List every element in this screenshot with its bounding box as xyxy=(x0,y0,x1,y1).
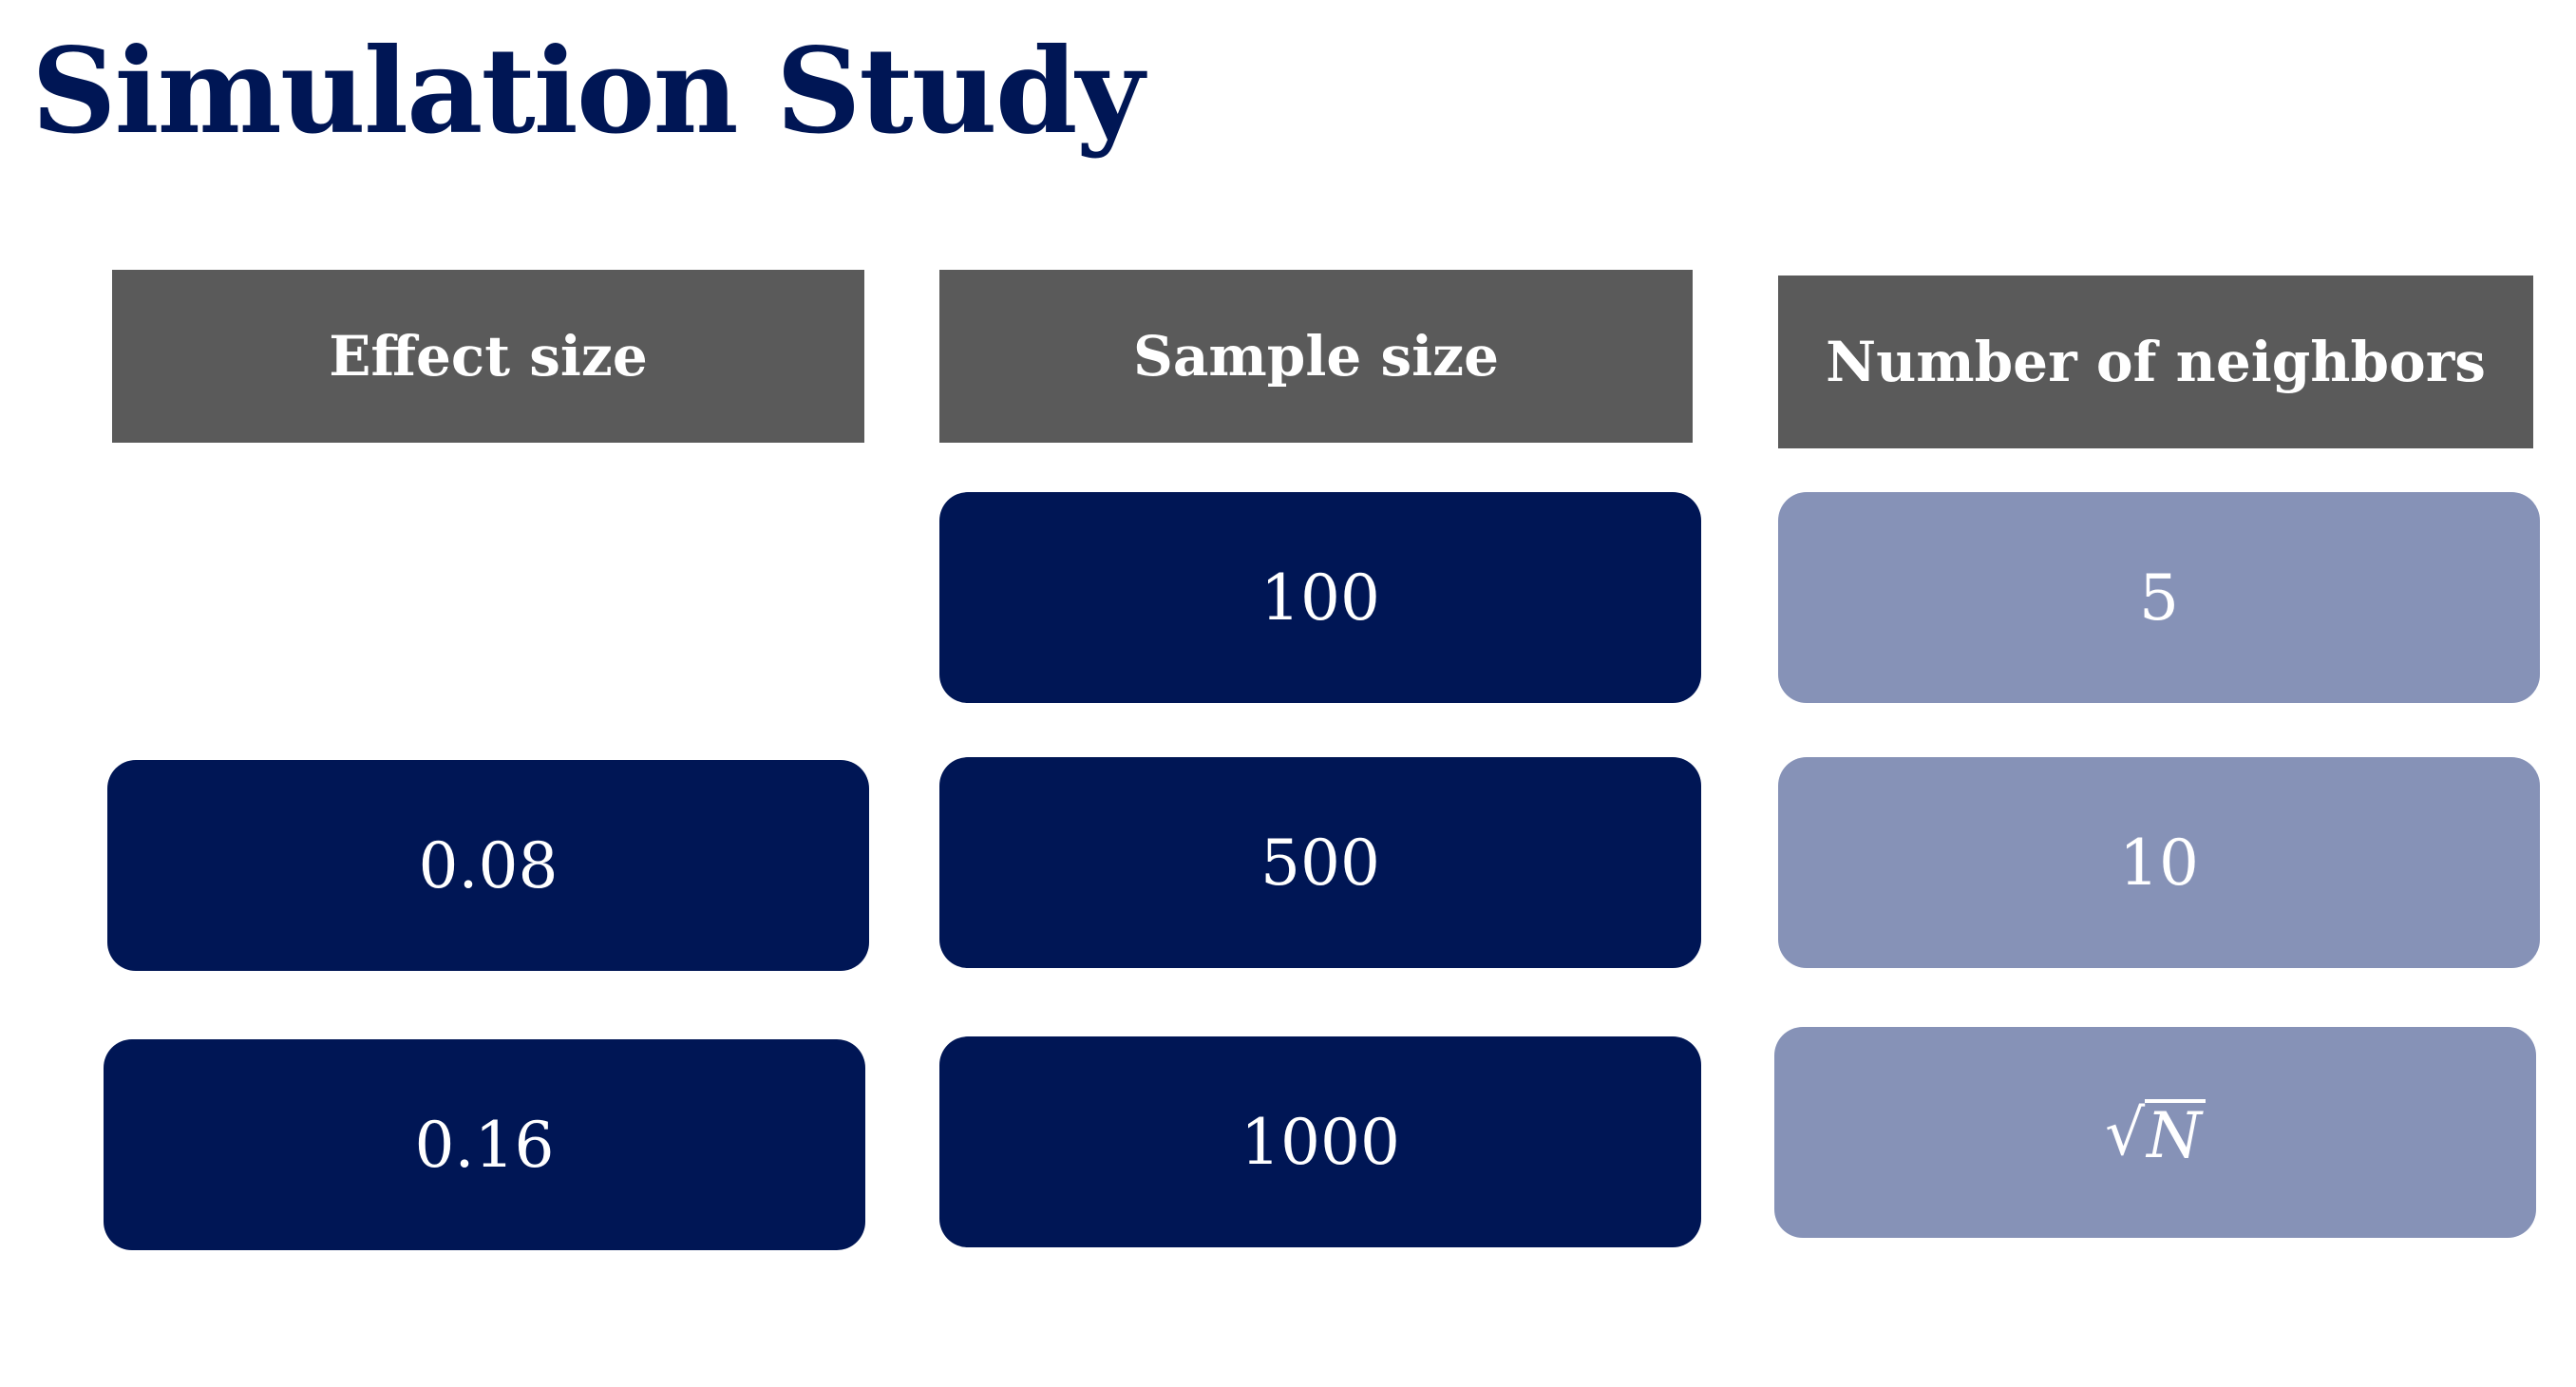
radical-sign: √ xyxy=(2105,1095,2146,1169)
neighbors-sqrt-n-box: √ N xyxy=(1774,1027,2536,1238)
page-title: Simulation Study xyxy=(31,23,1145,161)
effect-size-value-box: 0.08 xyxy=(107,760,869,971)
neighbors-value-box: 5 xyxy=(1778,492,2540,703)
header-effect-size: Effect size xyxy=(112,270,864,443)
header-sample-size: Sample size xyxy=(939,270,1693,443)
sample-size-value-box: 500 xyxy=(939,757,1701,968)
sample-size-value-box: 100 xyxy=(939,492,1701,703)
radicand-n: N xyxy=(2145,1099,2206,1168)
header-number-of-neighbors: Number of neighbors xyxy=(1778,276,2533,448)
sample-size-value-box: 1000 xyxy=(939,1036,1701,1247)
sqrt-n-formula: √ N xyxy=(2105,1096,2206,1169)
neighbors-value-box: 10 xyxy=(1778,757,2540,968)
effect-size-value-box: 0.16 xyxy=(104,1039,865,1250)
